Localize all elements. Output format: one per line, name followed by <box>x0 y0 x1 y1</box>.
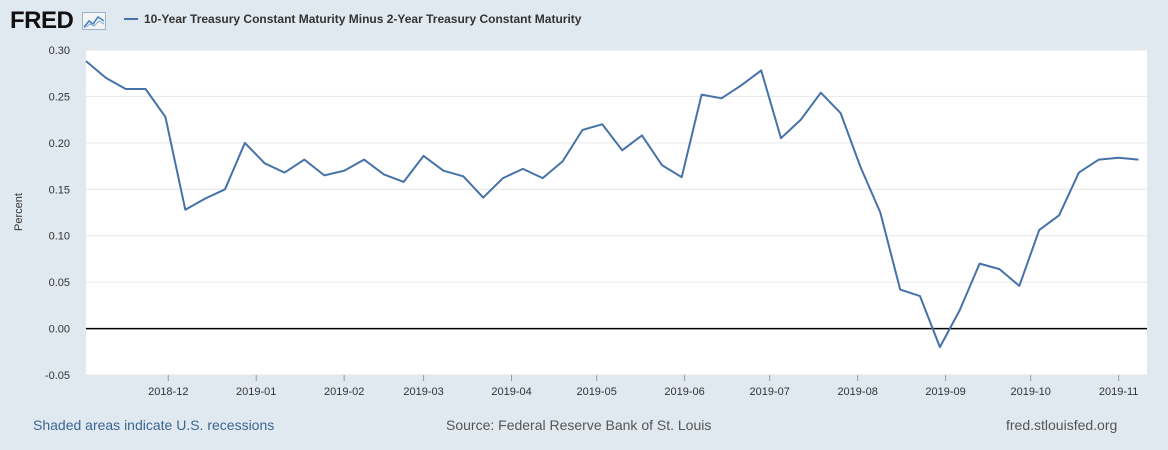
legend-swatch <box>124 18 138 20</box>
grid-lines <box>86 49 1147 376</box>
y-tick-label: -0.05 <box>45 370 70 382</box>
y-tick-label: 0.00 <box>49 324 70 336</box>
y-tick-label: 0.10 <box>49 231 70 243</box>
x-tick-label: 2019-01 <box>236 386 276 398</box>
x-tick-label: 2019-05 <box>576 386 616 398</box>
legend-label: 10-Year Treasury Constant Maturity Minus… <box>144 12 582 26</box>
y-axis-ticks: -0.05 0.00 0.05 0.10 0.15 0.20 0.25 0.30 <box>45 45 70 382</box>
source-text: Source: Federal Reserve Bank of St. Loui… <box>446 417 712 433</box>
chart-legend[interactable]: 10-Year Treasury Constant Maturity Minus… <box>124 12 581 26</box>
y-tick-label: 0.15 <box>49 184 70 196</box>
x-tick-label: 2019-03 <box>403 386 443 398</box>
x-tick-label: 2019-07 <box>750 386 790 398</box>
fred-site-link[interactable]: fred.stlouisfed.org <box>1006 417 1118 433</box>
x-tick-label: 2018-12 <box>148 386 188 398</box>
chart-graph-icon <box>81 11 106 30</box>
y-tick-label: 0.05 <box>49 277 70 289</box>
chart-header: FRED 10-Year Treasury Constant Maturity … <box>0 0 1168 42</box>
x-tick-label: 2019-09 <box>925 386 965 398</box>
x-tick-label: 2019-10 <box>1010 386 1050 398</box>
recession-note-link[interactable]: Shaded areas indicate U.S. recessions <box>33 417 275 433</box>
x-tick-label: 2019-02 <box>324 386 364 398</box>
x-tick-label: 2019-11 <box>1099 386 1139 398</box>
series-layer <box>85 60 1139 349</box>
x-tick-label: 2019-08 <box>837 386 877 398</box>
series-line <box>85 60 1139 349</box>
fred-logo[interactable]: FRED <box>10 6 106 35</box>
fred-logo-text: FRED <box>10 6 74 34</box>
y-axis-label: Percent <box>13 193 25 231</box>
y-tick-label: 0.25 <box>49 91 70 103</box>
plot-area[interactable] <box>86 50 1147 375</box>
y-tick-label: 0.30 <box>49 45 70 57</box>
y-tick-label: 0.20 <box>49 138 70 150</box>
x-axis-ticks: 2018-12 2019-01 2019-02 2019-03 2019-04 2019-… <box>148 375 1138 398</box>
x-tick-label: 2019-04 <box>491 386 531 398</box>
x-tick-label: 2019-06 <box>664 386 704 398</box>
